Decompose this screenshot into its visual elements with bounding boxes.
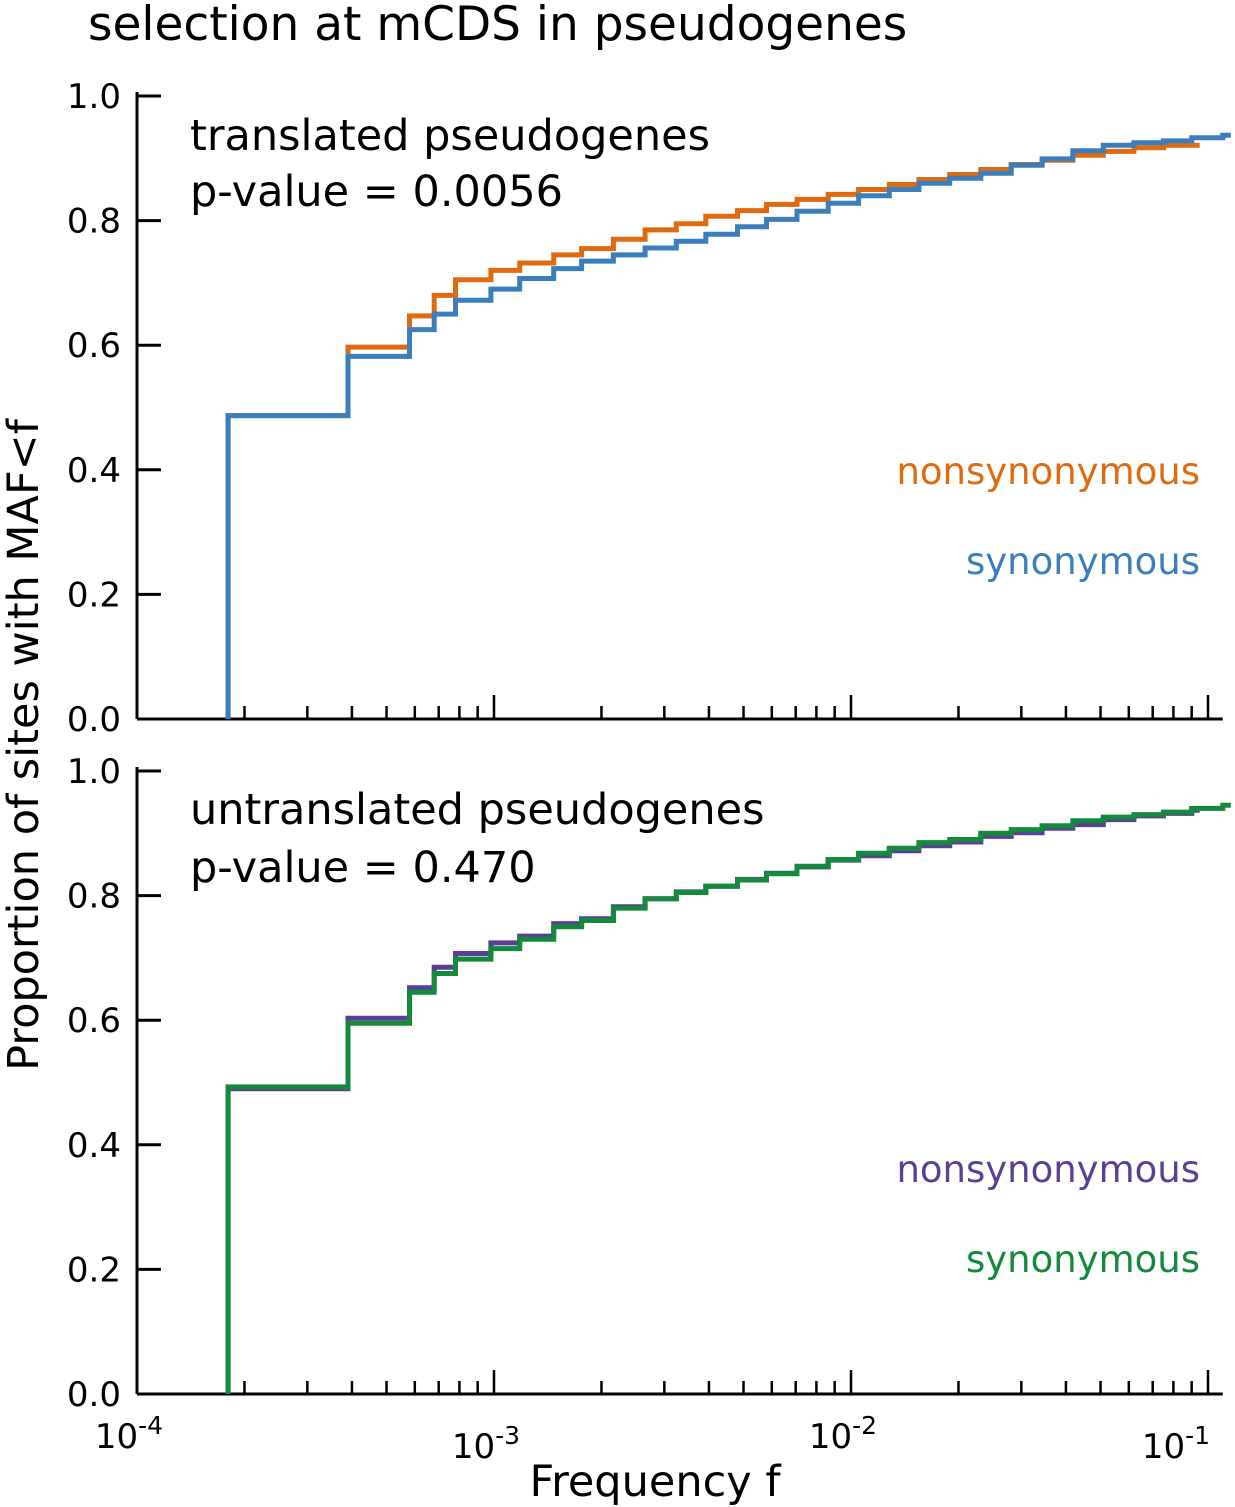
x-tick-label: 10-1 — [1142, 1421, 1210, 1467]
panel-title-translated: translated pseudogenes — [190, 111, 710, 161]
legend-synonymous-untranslated: synonymous — [966, 1238, 1200, 1281]
x-tick-label: 10-2 — [809, 1411, 877, 1457]
series-synonymous-translated — [225, 132, 1231, 719]
y-tick-label-translated: 0.2 — [67, 575, 121, 615]
legend-nonsynonymous-untranslated: nonsynonymous — [896, 1148, 1200, 1191]
y-tick-label-untranslated: 0.0 — [67, 1375, 121, 1415]
y-axis-label: Proportion of sites with MAF<f — [0, 418, 49, 1071]
series-synonymous-untranslated — [225, 802, 1231, 1394]
p-value-translated: p-value = 0.0056 — [190, 167, 563, 217]
y-tick-label-translated: 1.0 — [67, 77, 121, 117]
y-tick-label-translated: 0.6 — [67, 326, 121, 366]
x-tick-label: 10-4 — [95, 1411, 163, 1457]
legend-nonsynonymous-translated: nonsynonymous — [896, 450, 1200, 493]
panel-title-untranslated: untranslated pseudogenes — [190, 785, 765, 835]
figure-title: selection at mCDS in pseudogenes — [88, 0, 907, 52]
legend-synonymous-translated: synonymous — [966, 540, 1200, 583]
panel-untranslated: untranslated pseudogenes p-value = 0.470… — [67, 752, 1231, 1467]
y-tick-label-translated: 0.8 — [67, 202, 121, 242]
x-tick-label: 10-3 — [452, 1421, 520, 1467]
p-value-untranslated: p-value = 0.470 — [190, 843, 536, 893]
y-tick-label-untranslated: 0.8 — [67, 877, 121, 917]
series-nonsynonymous-translated — [225, 142, 1200, 719]
y-tick-label-translated: 0.4 — [67, 451, 121, 491]
panel-translated: translated pseudogenes p-value = 0.0056 … — [67, 77, 1231, 740]
x-axis-label: Frequency f — [530, 1457, 782, 1507]
y-tick-label-untranslated: 0.6 — [67, 1001, 121, 1041]
series-nonsynonymous-untranslated — [225, 807, 1200, 1394]
y-tick-label-untranslated: 1.0 — [67, 752, 121, 792]
y-tick-label-translated: 0.0 — [67, 700, 121, 740]
y-tick-label-untranslated: 0.2 — [67, 1250, 121, 1290]
y-tick-label-untranslated: 0.4 — [67, 1126, 121, 1166]
